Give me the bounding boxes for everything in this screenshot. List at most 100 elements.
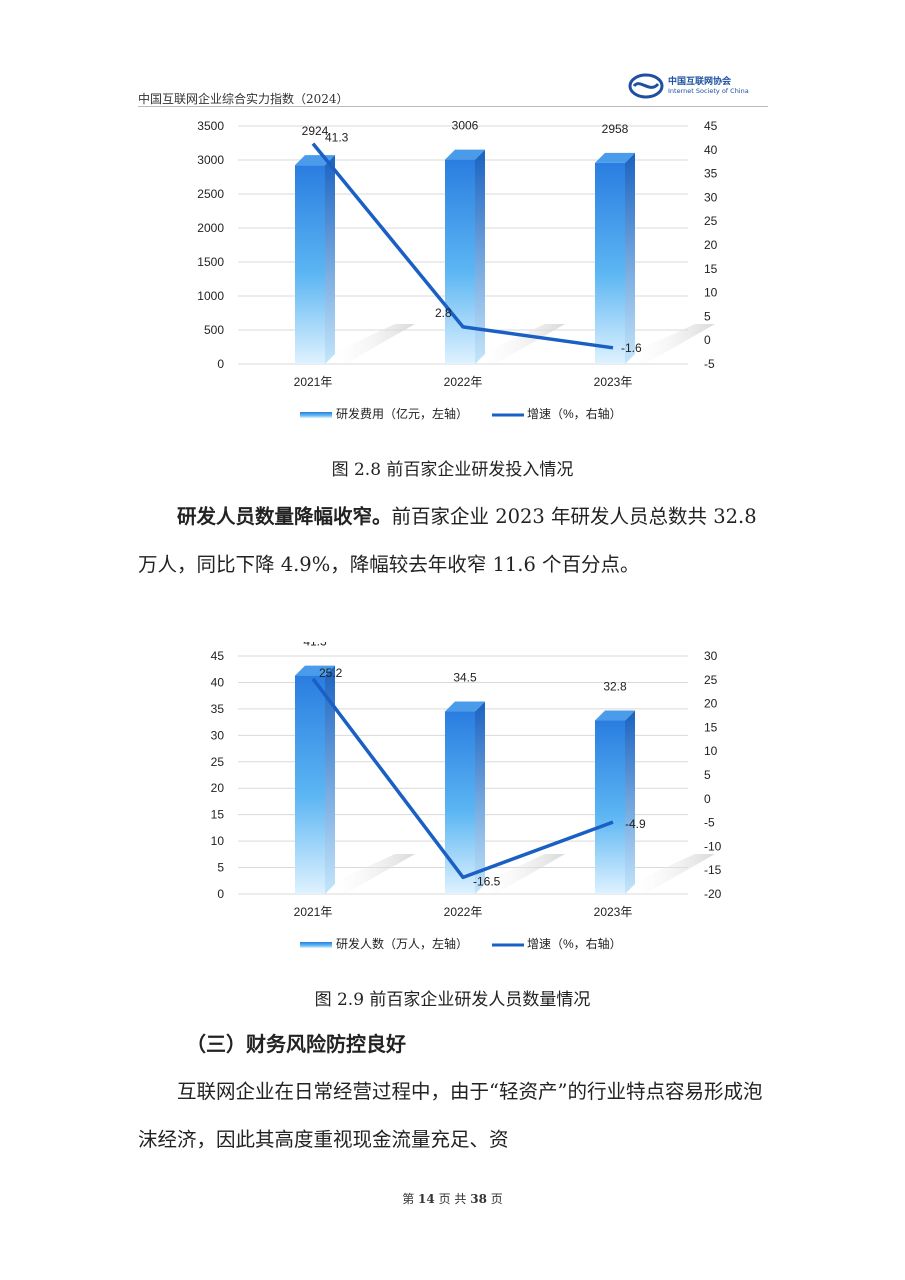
rd-staff-chart: 0 5 10 15 20 25 30 35 40 45 -20 -15 -10 -5 0 5 10 15 20 25 3… <box>211 642 722 951</box>
bar-top <box>595 710 635 721</box>
left-axis-tick-label: 30 <box>211 728 225 742</box>
line-value-label: 41.3 <box>325 131 349 145</box>
left-axis-tick-label: 3000 <box>197 153 224 167</box>
legend-bar-swatch <box>300 942 332 948</box>
right-axis-tick-label: 5 <box>704 768 711 782</box>
bar-shadow <box>325 854 415 894</box>
legend-line-label: 增速（%，右轴） <box>527 406 622 421</box>
page-footer: 第 14 页 共 38 页 <box>0 1190 905 1207</box>
legend-bar-label: 研发费用（亿元，左轴） <box>336 406 468 421</box>
right-axis-tick-label: 15 <box>704 720 718 734</box>
legend-line-label: 增速（%，右轴） <box>527 936 622 951</box>
document-title: 中国互联网企业综合实力指数（2024） <box>138 92 349 106</box>
left-axis-tick-label: 500 <box>204 323 224 337</box>
bar-side <box>625 710 635 894</box>
right-axis-tick-label: -10 <box>704 839 722 853</box>
growth-line <box>311 142 614 350</box>
bar-value-label: 3006 <box>452 119 479 133</box>
footer-total-pages: 38 <box>470 1192 487 1206</box>
left-axis-tick-label: 3500 <box>197 119 224 133</box>
left-axis-tick-label: 45 <box>211 649 225 663</box>
left-axis-tick-label: 40 <box>211 675 225 689</box>
right-axis-tick-label: 10 <box>704 286 718 300</box>
rd-expense-chart: 0 500 1000 1500 2000 2500 3000 3500 -5 0 5 10 15 20 25… <box>197 119 718 421</box>
left-axis-tick-label: 25 <box>211 755 225 769</box>
left-axis-tick-label: 0 <box>217 357 224 371</box>
paragraph-body: 前百家企业 2023 年研发人员总数共 32.8 万人，同比下降 4.9%，降幅… <box>138 505 757 576</box>
line-value-label: -16.5 <box>473 874 501 888</box>
bar <box>595 162 625 364</box>
figure-2-8-chart: 0 500 1000 1500 2000 2500 3000 3500 -5 0 5 10 15 20 25… <box>0 112 905 442</box>
bar-side <box>625 152 635 364</box>
right-axis-tick-label: 45 <box>704 119 718 133</box>
category-label: 2023年 <box>594 375 633 389</box>
growth-line <box>311 677 614 880</box>
right-axis-tick-label: 0 <box>704 792 711 806</box>
right-axis-tick-label: -20 <box>704 887 722 901</box>
left-axis-tick-label: 2000 <box>197 221 224 235</box>
category-label: 2022年 <box>444 905 483 919</box>
right-axis-tick-label: 30 <box>704 649 718 663</box>
bar-value-label: 2924 <box>302 124 329 138</box>
figure-2-9-chart: 0 5 10 15 20 25 30 35 40 45 -20 -15 -10 -5 0 5 10 15 20 25 3… <box>0 642 905 972</box>
bar-top <box>445 149 485 160</box>
right-axis-tick-label: 20 <box>704 697 718 711</box>
right-axis-tick-label: 35 <box>704 167 718 181</box>
left-axis-tick-label: 0 <box>217 887 224 901</box>
right-axis-tick-label: -5 <box>704 357 715 371</box>
right-axis-tick-label: 25 <box>704 673 718 687</box>
bar-side <box>475 149 485 364</box>
bar-side <box>325 665 335 894</box>
bar-shadow <box>625 324 715 364</box>
paragraph-finance: 互联网企业在日常经营过程中，由于“轻资产”的行业特点容易形成泡沫经济，因此其高度… <box>138 1080 763 1151</box>
header-divider <box>138 106 768 107</box>
bar <box>595 720 625 894</box>
bar <box>445 711 475 894</box>
isc-logo: 中国互联网协会 Internet Society of China <box>628 72 768 102</box>
legend-bar-swatch <box>300 412 332 418</box>
line-value-label: 25.2 <box>319 666 343 680</box>
bar-shadow <box>475 324 565 364</box>
bar-value-label: 34.5 <box>453 671 477 685</box>
category-label: 2022年 <box>444 375 483 389</box>
right-axis-tick-label: 40 <box>704 143 718 157</box>
bar <box>445 159 475 364</box>
category-label: 2021年 <box>294 375 333 389</box>
bar-shadow <box>625 854 715 894</box>
legend-bar-label: 研发人数（万人，左轴） <box>336 936 468 951</box>
bar <box>295 675 325 894</box>
right-axis-tick-label: 20 <box>704 238 718 252</box>
paragraph-lead: 研发人员数量降幅收窄。 <box>177 505 392 528</box>
left-axis-tick-label: 1500 <box>197 255 224 269</box>
bar-side <box>325 155 335 364</box>
left-axis-tick-label: 5 <box>217 861 224 875</box>
bar-shadow <box>475 854 565 894</box>
footer-page-number: 14 <box>418 1192 435 1206</box>
left-axis-tick-label: 35 <box>211 702 225 716</box>
figure-2-8-caption: 图 2.8 前百家企业研发投入情况 <box>331 460 574 480</box>
category-label: 2023年 <box>594 905 633 919</box>
left-axis-tick-label: 10 <box>211 834 225 848</box>
bar-top <box>445 701 485 712</box>
right-axis-tick-label: 25 <box>704 214 718 228</box>
bar <box>295 165 325 364</box>
bar-top <box>595 152 635 163</box>
category-label: 2021年 <box>294 905 333 919</box>
footer-suffix: 页 <box>490 1192 503 1206</box>
isc-logo-icon <box>628 73 664 99</box>
bar-shadow <box>325 324 415 364</box>
bar-side <box>475 701 485 894</box>
paragraph-rd-staff: 研发人员数量降幅收窄。前百家企业 2023 年研发人员总数共 32.8 万人，同… <box>138 493 770 589</box>
logo-en-text: Internet Society of China <box>668 87 749 95</box>
left-axis-tick-label: 1000 <box>197 289 224 303</box>
line-value-label: -1.6 <box>621 341 642 355</box>
footer-mid: 页 共 <box>438 1192 467 1206</box>
bar-value-label: 41.3 <box>303 642 327 649</box>
footer-prefix: 第 <box>402 1192 415 1206</box>
bar-value-label: 32.8 <box>603 680 627 694</box>
right-axis-tick-label: 15 <box>704 262 718 276</box>
logo-cn-text: 中国互联网协会 <box>668 77 732 87</box>
right-axis-tick-label: 5 <box>704 309 711 323</box>
left-axis-tick-label: 15 <box>211 808 225 822</box>
line-value-label: 2.8 <box>435 306 452 320</box>
